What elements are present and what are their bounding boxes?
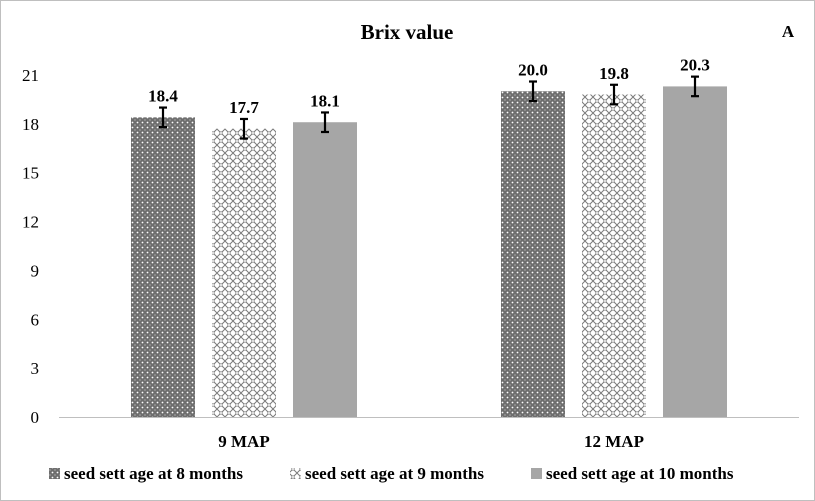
legend-label: seed sett age at 8 months xyxy=(64,464,243,483)
bar xyxy=(582,94,646,418)
legend-swatch xyxy=(531,468,542,479)
bar xyxy=(212,128,276,417)
legend: seed sett age at 8 months seed sett age a… xyxy=(49,464,734,483)
x-category-label: 9 MAP xyxy=(218,432,269,451)
legend-swatch xyxy=(49,468,60,479)
x-axis: 9 MAP 12 MAP xyxy=(59,417,799,451)
bar xyxy=(663,86,727,418)
panel-label: A xyxy=(782,22,795,41)
data-label: 18.4 xyxy=(148,87,178,106)
y-tick-label: 0 xyxy=(31,408,40,427)
x-category-label: 12 MAP xyxy=(584,432,644,451)
bar xyxy=(501,91,565,418)
bar xyxy=(131,117,195,417)
y-tick-label: 12 xyxy=(22,213,39,232)
y-axis: 0 3 6 9 12 15 18 21 xyxy=(22,66,39,427)
legend-label: seed sett age at 10 months xyxy=(546,464,734,483)
y-tick-label: 9 xyxy=(31,261,40,280)
bar xyxy=(293,122,357,417)
legend-swatch xyxy=(290,468,301,479)
y-tick-label: 18 xyxy=(22,115,39,134)
data-label: 17.7 xyxy=(229,98,259,117)
data-label: 18.1 xyxy=(310,91,340,110)
y-tick-label: 6 xyxy=(31,310,40,329)
y-tick-label: 21 xyxy=(22,66,39,85)
y-tick-label: 3 xyxy=(31,359,40,378)
data-label: 20.3 xyxy=(680,56,710,75)
legend-label: seed sett age at 9 months xyxy=(305,464,484,483)
data-label: 19.8 xyxy=(599,64,629,83)
chart-title: Brix value xyxy=(361,20,454,44)
data-label: 20.0 xyxy=(518,61,548,80)
y-tick-label: 15 xyxy=(22,164,39,183)
bar-group: 18.4 17.7 18.1 20.0 19.8 20.3 xyxy=(131,56,727,418)
